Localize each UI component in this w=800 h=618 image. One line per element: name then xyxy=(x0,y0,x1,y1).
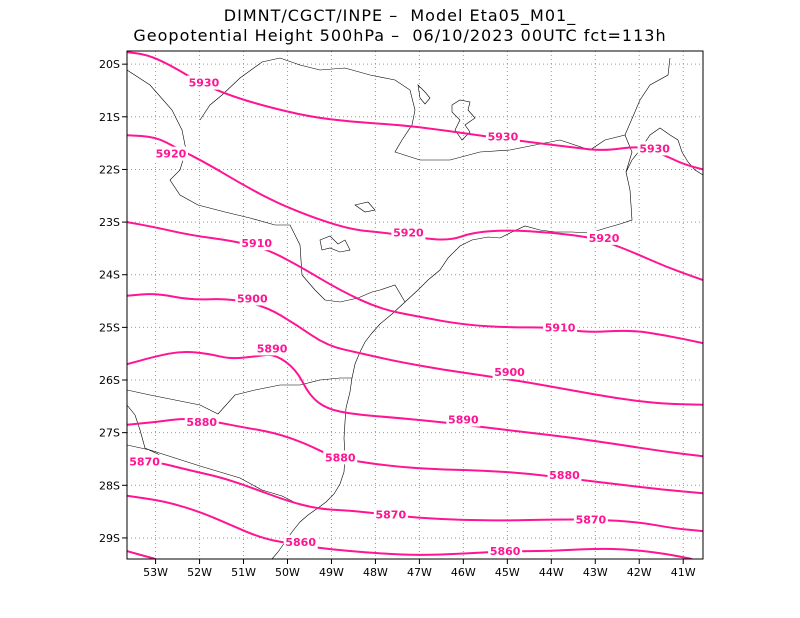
lat-tick-label: 23S xyxy=(99,216,120,229)
contour-label: 5900 xyxy=(494,366,525,379)
lat-tick-label: 21S xyxy=(99,111,120,124)
contour-label: 5920 xyxy=(393,227,424,240)
grid-lines xyxy=(127,51,703,559)
state-border-ms-sp xyxy=(127,69,326,301)
contour-label-bg xyxy=(492,365,527,380)
contour-line-5880 xyxy=(127,417,703,495)
contour-label: 5870 xyxy=(129,456,160,469)
contour-label-bg xyxy=(283,535,318,550)
coastline xyxy=(271,127,703,559)
map-title: DIMNT/CGCT/INPE – Model Eta05_M01_ xyxy=(223,6,577,25)
lat-tick-label: 26S xyxy=(99,374,120,387)
contour-label: 5890 xyxy=(448,413,479,426)
lon-tick-label: 51W xyxy=(231,566,256,579)
contour-label: 5890 xyxy=(257,342,288,355)
contour-label: 5920 xyxy=(156,148,187,161)
contour-labels: 5930 5930 5930 5920 5920 5920 5910 5910 5900 5900… xyxy=(127,75,672,559)
contour-label-bg xyxy=(485,129,520,144)
map-subtitle: Geopotential Height 500hPa – 06/10/2023 … xyxy=(133,26,667,45)
lon-tick-label: 42W xyxy=(627,566,652,579)
reservoir-3 xyxy=(354,201,376,213)
political-boundaries xyxy=(127,57,703,559)
map-frame xyxy=(126,50,704,560)
lat-tick-label: 22S xyxy=(99,163,120,176)
contour-label: 5920 xyxy=(589,232,620,245)
contour-label-bg xyxy=(153,146,188,161)
state-border-mg-rj xyxy=(624,134,633,173)
lon-tick-label: 44W xyxy=(539,566,564,579)
lat-tick-label: 25S xyxy=(99,321,120,334)
contour-label-bg xyxy=(127,454,162,469)
lon-tick-label: 48W xyxy=(363,566,388,579)
lat-tick-label: 24S xyxy=(99,269,120,282)
reservoir-1 xyxy=(451,99,476,141)
lat-tick-label: 28S xyxy=(99,479,120,492)
contour-label-bg xyxy=(239,236,274,251)
contour-label: 5880 xyxy=(186,416,217,429)
reservoir-2 xyxy=(319,235,351,253)
contour-label: 5860 xyxy=(285,536,316,549)
contour-label-bg xyxy=(391,225,426,240)
contour-label: 5930 xyxy=(639,142,670,155)
contour-label-bg xyxy=(573,512,608,527)
contour-label-bg xyxy=(488,544,523,559)
contour-label-bg xyxy=(637,141,672,156)
contour-line-5870 xyxy=(127,460,703,533)
contour-label: 5930 xyxy=(488,130,519,143)
contour-label: 5880 xyxy=(549,469,580,482)
lon-tick-label: 49W xyxy=(319,566,344,579)
contour-label: 5870 xyxy=(376,508,407,521)
lon-tick-label: 50W xyxy=(275,566,300,579)
lat-tick-label: 20S xyxy=(99,58,120,71)
contour-label: 5930 xyxy=(189,77,220,90)
height-contours xyxy=(127,51,703,559)
contour-line-5930 xyxy=(127,51,703,171)
lon-tick-label: 47W xyxy=(407,566,432,579)
lon-tick-label: 43W xyxy=(583,566,608,579)
contour-line-5900 xyxy=(127,293,703,406)
contour-label: 5880 xyxy=(325,451,356,464)
state-border-sp-mg xyxy=(199,57,671,161)
contour-line-5910 xyxy=(127,221,703,345)
lon-tick-label: 41W xyxy=(671,566,696,579)
contour-line-5920 xyxy=(127,134,703,281)
contour-label-bg xyxy=(255,341,290,356)
contour-label-bg xyxy=(587,230,622,245)
contour-label: 5870 xyxy=(576,514,607,527)
contour-line-5860 xyxy=(127,494,693,559)
contour-label: 5860 xyxy=(490,545,521,558)
state-border-sc-rs xyxy=(127,444,319,509)
contour-label-bg xyxy=(446,412,481,427)
lon-tick-label: 46W xyxy=(451,566,476,579)
lat-tick-label: 29S xyxy=(99,532,120,545)
contour-line-edge xyxy=(127,550,156,559)
contour-label: 5900 xyxy=(237,292,268,305)
contour-label-bg xyxy=(235,291,270,306)
state-border-pr-sp xyxy=(324,284,406,303)
axis-ticks: 53W 52W 51W 50W 49W 48W 47W 46W 45W 44W 43W 42W 41W 2… xyxy=(99,58,696,579)
lon-tick-label: 45W xyxy=(495,566,520,579)
contour-label-bg xyxy=(186,75,221,90)
lon-tick-label: 52W xyxy=(187,566,212,579)
contour-line-5890 xyxy=(127,350,703,458)
state-border-pr-sc xyxy=(127,377,352,415)
contour-label: 5910 xyxy=(545,321,576,334)
contour-label: 5910 xyxy=(241,237,272,250)
contour-label-bg xyxy=(547,467,582,482)
reservoir-4 xyxy=(417,84,431,105)
lon-tick-label: 53W xyxy=(143,566,168,579)
border-argentina xyxy=(127,404,161,456)
contour-label-bg xyxy=(373,507,408,522)
lat-tick-label: 27S xyxy=(99,427,120,440)
contour-label-bg xyxy=(543,320,578,335)
contour-label-bg xyxy=(184,415,219,430)
contour-label-bg xyxy=(323,450,358,465)
